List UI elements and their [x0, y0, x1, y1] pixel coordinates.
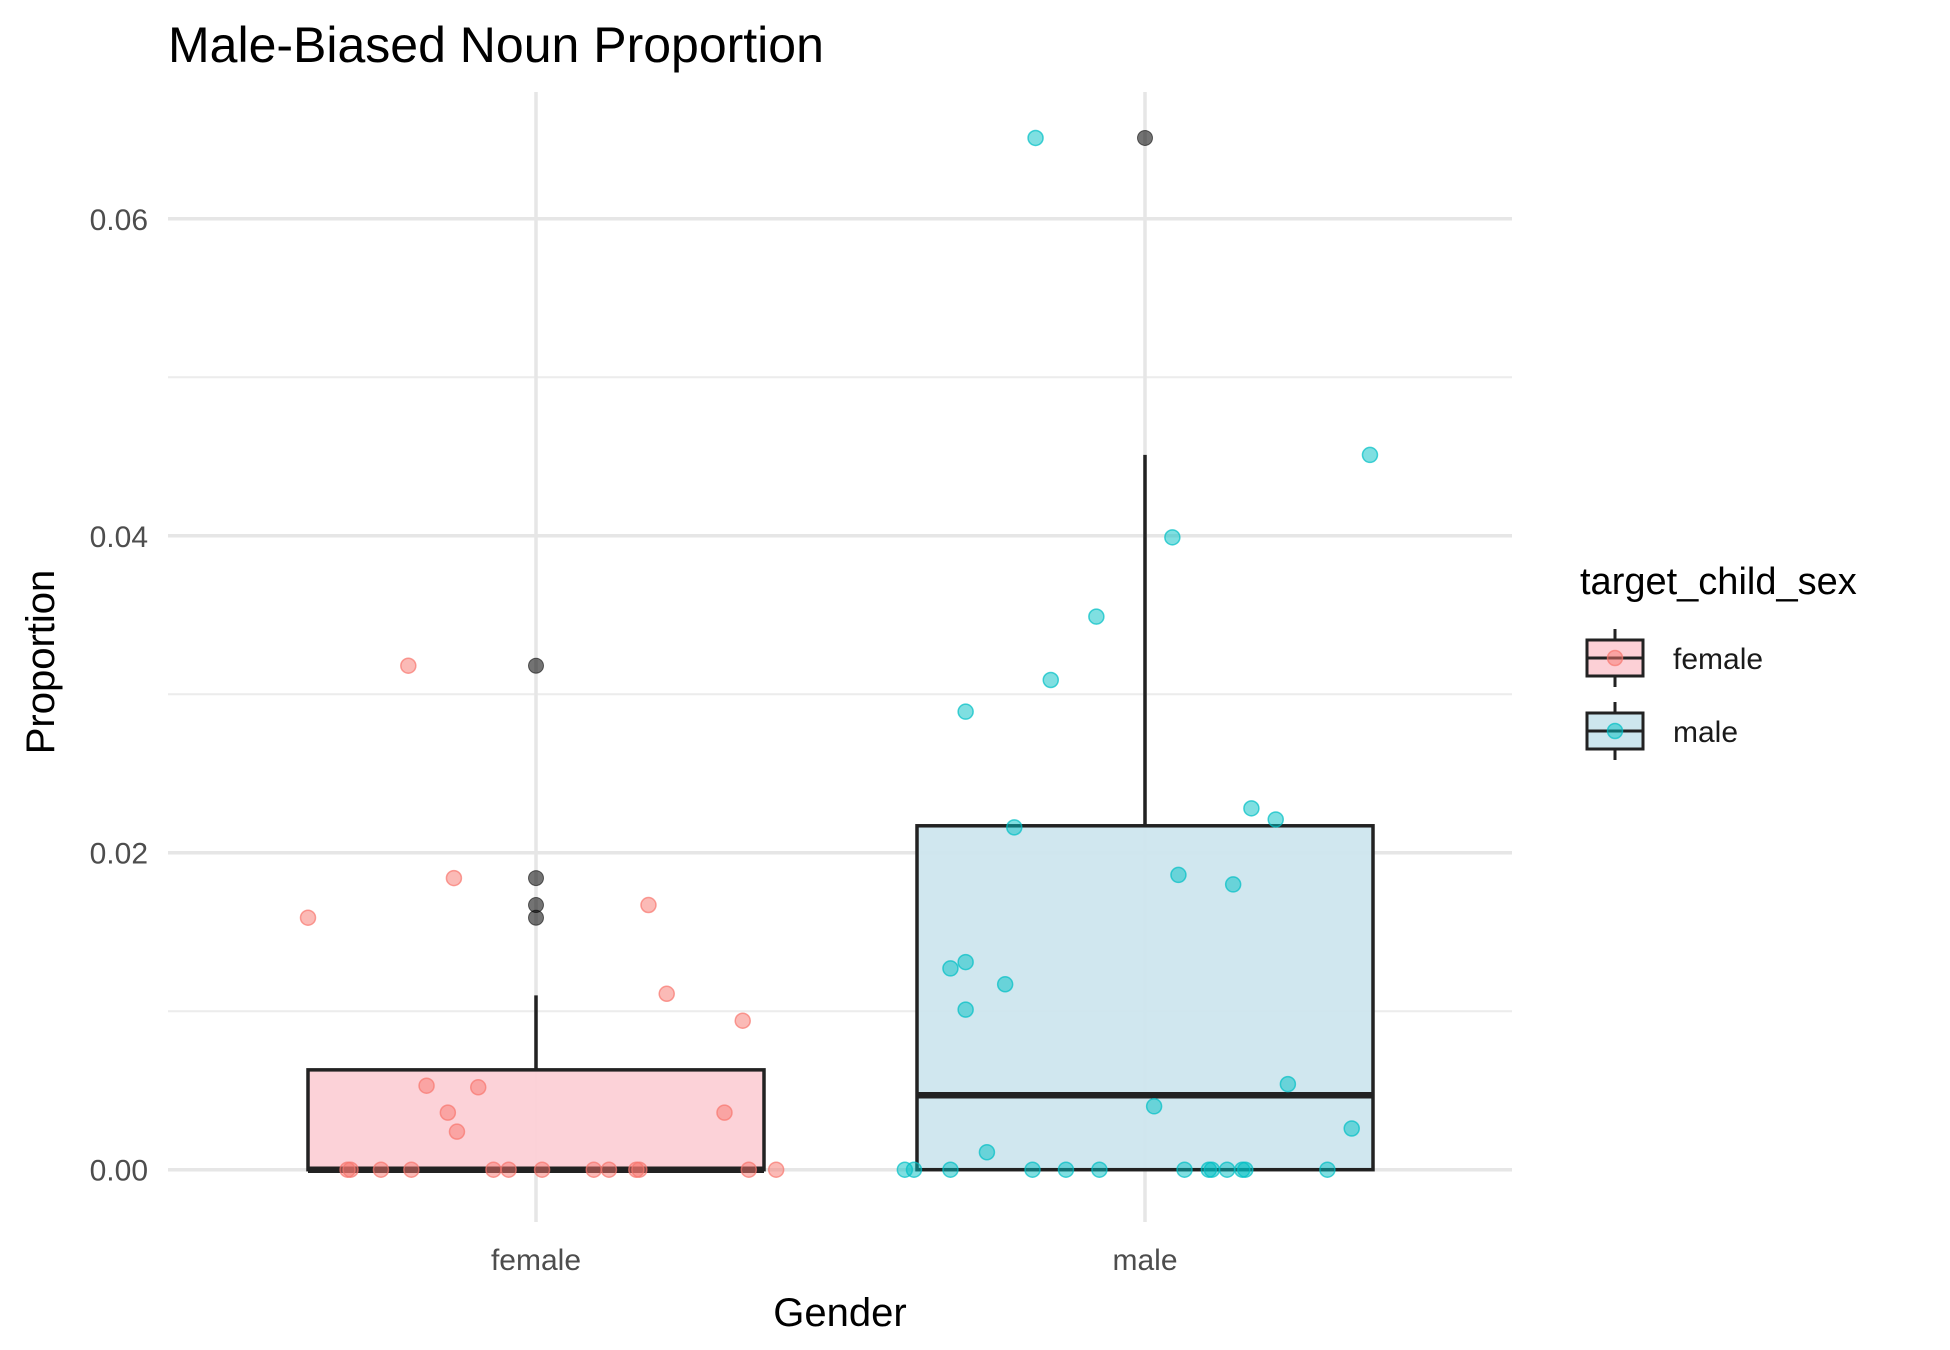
data-point-female — [400, 657, 417, 674]
data-point-male — [978, 1144, 996, 1161]
data-point-male — [1088, 608, 1105, 625]
y-tick-label: 0.00 — [90, 1155, 148, 1188]
data-point-female — [418, 1077, 435, 1094]
box-body — [306, 1068, 766, 1172]
data-point-male — [1237, 1161, 1254, 1178]
outlier-point — [528, 870, 544, 887]
data-point-male — [1091, 1161, 1108, 1178]
data-point-male — [957, 953, 974, 971]
data-point-male — [1343, 1120, 1360, 1137]
y-axis-title: Proportion — [19, 570, 63, 755]
data-point-female — [469, 1079, 487, 1096]
x-tick-label: male — [1112, 1244, 1177, 1277]
legend-title: target_child_sex — [1580, 561, 1857, 603]
data-point-male — [942, 960, 959, 977]
data-point-male — [1203, 1161, 1221, 1178]
data-point-female — [299, 909, 317, 926]
data-point-male — [1006, 819, 1023, 836]
data-point-female — [448, 1123, 466, 1140]
data-point-male — [942, 1161, 959, 1178]
jitter-points — [299, 129, 1379, 1178]
legend-label: female — [1673, 643, 1763, 676]
data-point-female — [740, 1161, 758, 1178]
data-point-male — [1027, 129, 1044, 147]
box-female — [306, 657, 766, 1173]
data-point-male — [1170, 866, 1187, 884]
data-point-female — [403, 1161, 420, 1178]
data-point-female — [716, 1104, 733, 1121]
data-point-female — [600, 1161, 618, 1178]
x-axis-ticks: female male — [491, 1244, 1178, 1277]
data-point-male — [957, 1001, 974, 1018]
x-axis-title: Gender — [773, 1291, 906, 1335]
chart-title: Male-Biased Noun Proportion — [168, 17, 824, 73]
data-point-female — [767, 1161, 785, 1178]
data-point-male — [1279, 1075, 1297, 1093]
data-point-female — [342, 1161, 359, 1178]
x-tick-label: female — [491, 1244, 581, 1277]
data-point-male — [1224, 876, 1242, 893]
legend-entry-male: male — [1585, 702, 1738, 760]
data-point-male — [996, 976, 1014, 993]
legend-point — [1606, 649, 1624, 667]
data-point-female — [640, 896, 657, 914]
outlier-point — [528, 657, 544, 674]
y-axis-ticks: 0.00 0.02 0.04 0.06 — [90, 204, 148, 1188]
data-point-female — [585, 1161, 603, 1178]
data-point-female — [533, 1161, 551, 1178]
boxplot-boxes — [306, 129, 1375, 1173]
legend-entry-female: female — [1585, 629, 1763, 687]
outlier-point — [528, 909, 544, 926]
y-tick-label: 0.06 — [90, 204, 148, 237]
data-point-male — [1361, 446, 1379, 464]
data-point-female — [445, 869, 463, 887]
data-point-male — [905, 1161, 923, 1178]
data-point-male — [1164, 529, 1181, 546]
data-point-male — [1267, 811, 1284, 828]
outlier-point — [1137, 129, 1153, 146]
data-point-male — [1145, 1098, 1163, 1115]
data-point-male — [1024, 1161, 1041, 1178]
data-point-female — [500, 1161, 517, 1178]
data-point-male — [1218, 1161, 1236, 1178]
box-male — [915, 129, 1375, 1172]
data-point-male — [957, 703, 974, 720]
y-tick-label: 0.02 — [90, 838, 148, 871]
data-point-female — [734, 1012, 751, 1029]
data-point-male — [1042, 671, 1060, 689]
data-point-female — [485, 1161, 502, 1178]
legend-point — [1606, 722, 1624, 740]
legend-label: male — [1673, 716, 1738, 749]
data-point-male — [1319, 1161, 1336, 1178]
data-point-male — [1057, 1161, 1075, 1178]
data-point-female — [631, 1161, 648, 1178]
data-point-female — [658, 985, 675, 1003]
data-point-male — [1243, 800, 1260, 817]
data-point-female — [372, 1161, 390, 1178]
legend: target_child_sex female male — [1580, 561, 1857, 760]
data-point-male — [1176, 1161, 1193, 1178]
y-tick-label: 0.04 — [90, 521, 148, 554]
box-body — [915, 824, 1375, 1172]
data-point-female — [439, 1104, 457, 1121]
